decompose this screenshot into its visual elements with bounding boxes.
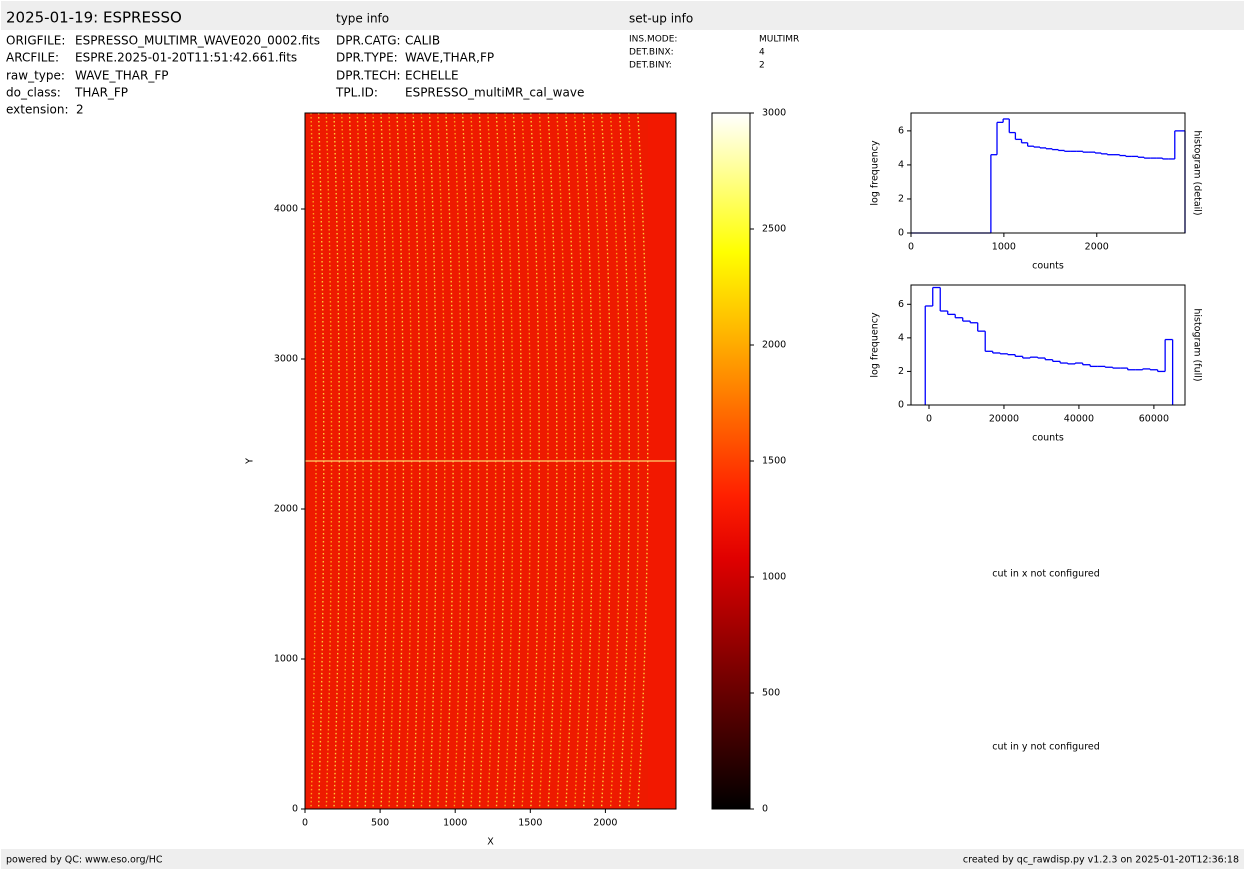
image-content (305, 112, 676, 810)
x-tick-label: 40000 (1064, 414, 1094, 425)
colorbar-tick-label: 2000 (762, 340, 786, 351)
x-tick-label: 1500 (518, 818, 542, 829)
info-value: THAR_FP (74, 86, 128, 100)
section-title: type info (336, 12, 389, 26)
footer-left: powered by QC: www.eso.org/HC (6, 855, 163, 866)
info-key: DET.BINX: (629, 48, 674, 58)
x-tick-label: 20000 (989, 414, 1019, 425)
note: cut in x not configured (992, 569, 1100, 580)
y-tick-label: 6 (898, 299, 904, 310)
info-key: raw_type: (6, 69, 65, 83)
y-tick-label: 0 (898, 228, 904, 239)
y-tick-label: 1000 (274, 654, 298, 665)
x-axis-label: counts (1032, 433, 1064, 444)
y-tick-label: 0 (898, 400, 904, 411)
info-value: MULTIMR (759, 35, 799, 45)
y-tick-label: 4 (898, 159, 904, 170)
section-title: set-up info (629, 12, 693, 26)
info-key: INS.MODE: (629, 35, 677, 45)
frame (304, 112, 677, 810)
colorbar-tick-label: 0 (762, 804, 768, 815)
x-tick-label: 2000 (593, 818, 617, 829)
x-tick-label: 0 (302, 818, 308, 829)
info-key: do_class: (6, 86, 61, 100)
y-axis-label: log frequency (870, 312, 881, 378)
y-axis-label: Y (245, 458, 256, 465)
x-tick-label: 1000 (443, 818, 467, 829)
info-key: DPR.TYPE: (336, 51, 398, 65)
side-label: histogram (detail) (1192, 130, 1203, 215)
y-tick-label: 2000 (274, 504, 298, 515)
x-tick-label: 0 (926, 414, 932, 425)
frame (910, 284, 1186, 406)
x-axis-label: counts (1032, 261, 1064, 272)
y-tick-label: 0 (292, 804, 298, 815)
footer-right: created by qc_rawdisp.py v1.2.3 on 2025-… (963, 855, 1239, 866)
x-tick-label: 500 (371, 818, 389, 829)
x-tick-label: 1000 (992, 242, 1016, 253)
colorbar-tick-label: 1500 (762, 456, 786, 467)
info-value: ECHELLE (405, 69, 459, 83)
colorbar (711, 112, 751, 810)
info-key: extension: (6, 103, 69, 117)
note: cut in y not configured (992, 742, 1100, 753)
colorbar-tick-label: 500 (762, 688, 780, 699)
info-key: ARCFILE: (6, 51, 59, 65)
x-axis-label: X (487, 837, 494, 848)
y-tick-label: 2 (898, 366, 904, 377)
info-value: WAVE,THAR,FP (405, 51, 494, 65)
x-tick-label: 0 (908, 242, 914, 253)
info-value: CALIB (405, 34, 440, 48)
x-tick-label: 2000 (1085, 242, 1109, 253)
info-value: 2 (759, 61, 765, 71)
info-value: 2 (76, 103, 84, 117)
info-key: DET.BINY: (629, 61, 672, 71)
y-tick-label: 4000 (274, 204, 298, 215)
colorbar-tick-label: 3000 (762, 108, 786, 119)
info-value: ESPRESSO_MULTIMR_WAVE020_0002.fits (75, 34, 320, 48)
side-label: histogram (full) (1192, 308, 1203, 381)
page-title: 2025-01-19: ESPRESSO (6, 9, 182, 27)
info-key: DPR.CATG: (336, 34, 401, 48)
header-bar (1, 1, 1244, 30)
info-key: DPR.TECH: (336, 69, 401, 83)
y-tick-label: 4 (898, 332, 904, 343)
info-value: ESPRE.2025-01-20T11:51:42.661.fits (75, 51, 297, 65)
info-key: TPL.ID: (335, 86, 378, 100)
info-key: ORIGFILE: (6, 34, 65, 48)
info-value: 4 (759, 48, 765, 58)
y-tick-label: 3000 (274, 354, 298, 365)
info-value: ESPRESSO_multiMR_cal_wave (405, 86, 584, 100)
colorbar-tick-label: 2500 (762, 224, 786, 235)
frame (910, 112, 1186, 234)
info-value: WAVE_THAR_FP (75, 69, 168, 83)
colorbar-tick-label: 1000 (762, 572, 786, 583)
y-tick-label: 6 (898, 125, 904, 136)
y-tick-label: 2 (898, 193, 904, 204)
y-axis-label: log frequency (870, 140, 881, 206)
x-tick-label: 60000 (1139, 414, 1169, 425)
footer-bar (1, 849, 1244, 869)
